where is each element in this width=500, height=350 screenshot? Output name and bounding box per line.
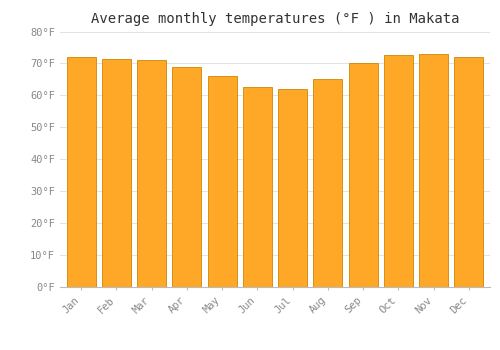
Bar [419,54,448,287]
Bar [314,79,342,287]
Bar [278,89,307,287]
Bar [137,60,166,287]
Bar [243,88,272,287]
Title: Average monthly temperatures (°F ) in Makata: Average monthly temperatures (°F ) in Ma… [91,12,459,26]
Bar [102,59,131,287]
Bar [66,57,96,287]
Bar [172,66,202,287]
Bar [208,76,236,287]
Bar [384,55,413,287]
Bar [348,63,378,287]
Bar [454,57,484,287]
